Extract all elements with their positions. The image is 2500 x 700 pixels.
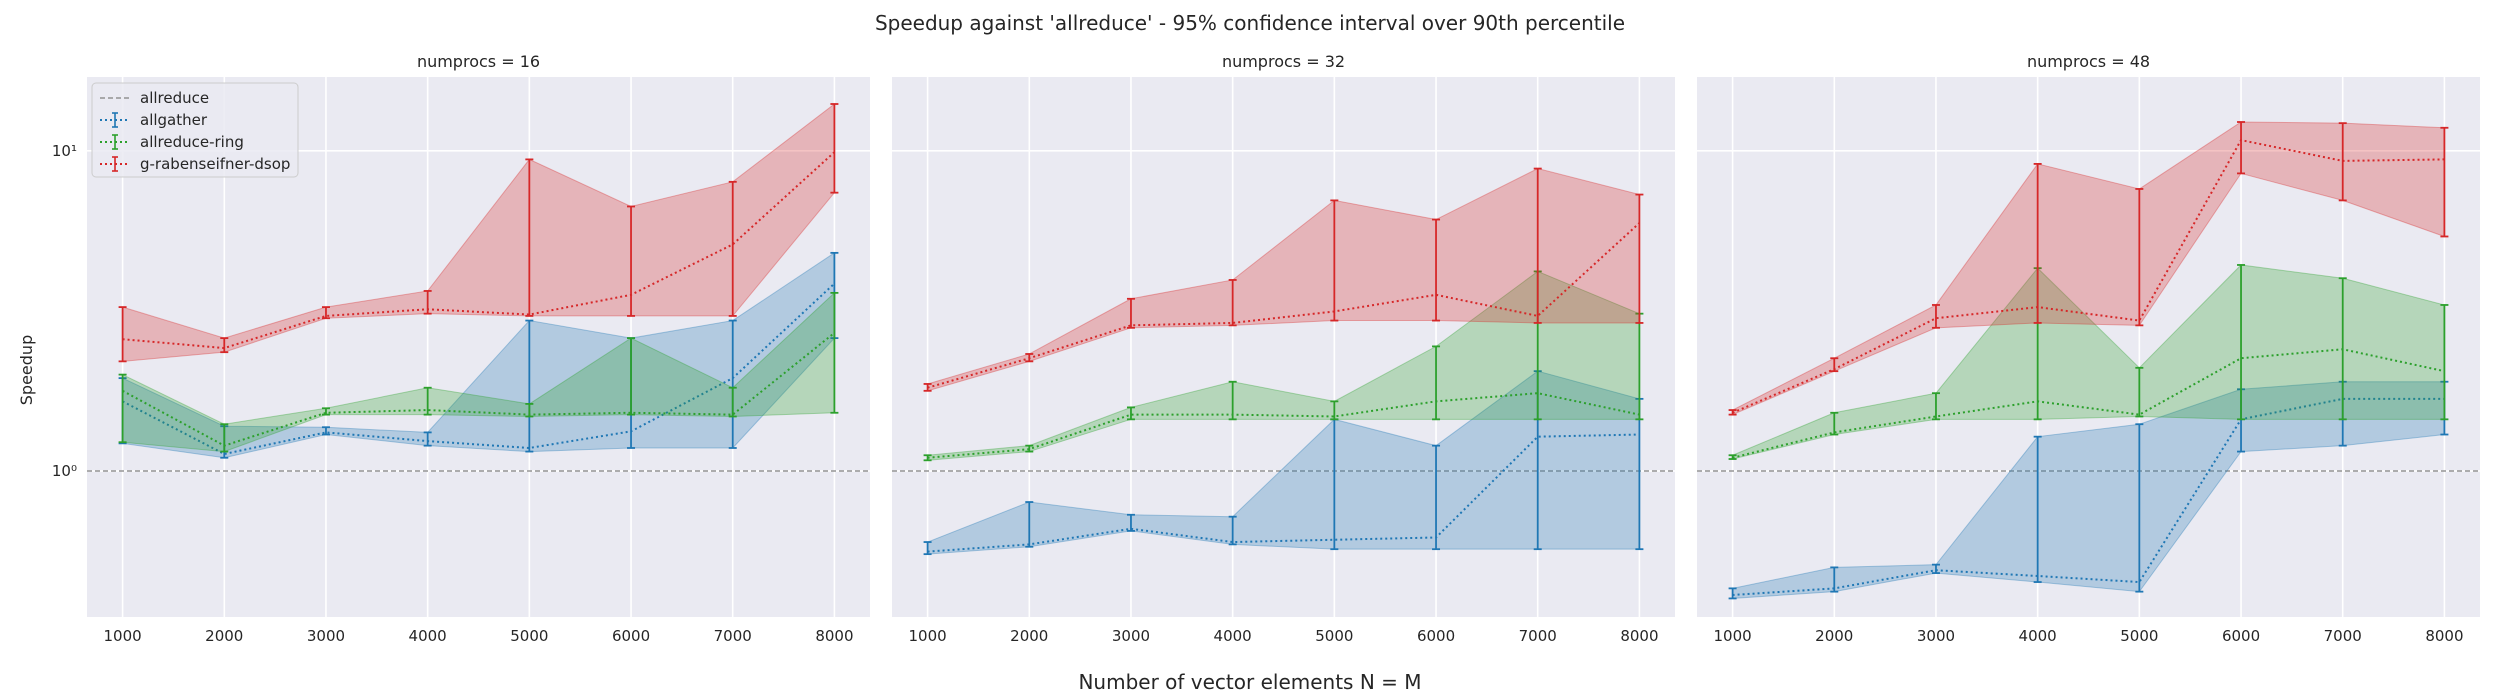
x-tick-label: 7000 xyxy=(1519,627,1557,645)
x-tick-label: 4000 xyxy=(409,627,447,645)
legend-label: allreduce-ring xyxy=(140,133,244,151)
legend-label: g-rabenseifner-dsop xyxy=(140,155,290,173)
legend-label: allgather xyxy=(140,111,208,129)
x-tick-label: 6000 xyxy=(612,627,650,645)
series-g-rabenseifner-dsop xyxy=(1728,121,2449,416)
median-line xyxy=(927,433,1640,553)
x-tick-label: 6000 xyxy=(2222,627,2260,645)
figure-title: Speedup against 'allreduce' - 95% confid… xyxy=(875,11,1625,35)
x-tick-label: 7000 xyxy=(2324,627,2362,645)
legend: allreduce allgather allreduce-ring g-rabens… xyxy=(91,82,299,178)
x-tick-label: 8000 xyxy=(815,627,853,645)
x-tick-label: 1000 xyxy=(908,627,946,645)
panel-title: numprocs = 16 xyxy=(417,52,540,71)
panel-title: numprocs = 48 xyxy=(2027,52,2150,71)
y-axis-label: Speedup xyxy=(17,335,36,405)
x-tick-label: 2000 xyxy=(1010,627,1048,645)
x-tick-label: 4000 xyxy=(1214,627,1252,645)
median-line xyxy=(1732,348,2445,459)
y-tick-label: 10⁰ xyxy=(52,462,77,480)
series-g-rabenseifner-dsop xyxy=(118,102,839,363)
x-tick-label: 7000 xyxy=(714,627,752,645)
legend-label: allreduce xyxy=(140,89,209,107)
y-tick-label: 10¹ xyxy=(52,142,77,160)
median-line xyxy=(122,282,836,456)
x-tick-label: 1000 xyxy=(1713,627,1751,645)
x-tick-label: 5000 xyxy=(2120,627,2158,645)
x-tick-label: 3000 xyxy=(307,627,345,645)
median-line xyxy=(927,392,1640,459)
x-tick-label: 1000 xyxy=(103,627,141,645)
x-tick-label: 8000 xyxy=(1620,627,1658,645)
x-tick-label: 8000 xyxy=(2425,627,2463,645)
panel-2: 1000 2000 3000 4000 5000 6000 7000 8000 numprocs… xyxy=(892,52,1675,645)
x-tick-label: 2000 xyxy=(1815,627,1853,645)
median-line xyxy=(927,222,1641,389)
x-tick-label: 3000 xyxy=(1917,627,1955,645)
plot-area xyxy=(1697,77,2480,617)
plot-area xyxy=(892,77,1675,617)
legend-box xyxy=(91,82,299,178)
x-tick-label: 4000 xyxy=(2019,627,2057,645)
panel-1: 1000 2000 3000 4000 5000 6000 7000 8000 10⁰ 10¹ nu… xyxy=(52,52,870,645)
panel-3: 1000 2000 3000 4000 5000 6000 7000 8000 numprocs… xyxy=(1697,52,2480,645)
x-tick-label: 2000 xyxy=(205,627,243,645)
median-line xyxy=(122,151,836,350)
x-tick-label: 3000 xyxy=(1112,627,1150,645)
series-g-rabenseifner-dsop xyxy=(923,167,1644,392)
x-tick-label: 5000 xyxy=(510,627,548,645)
x-tick-label: 6000 xyxy=(1417,627,1455,645)
x-tick-label: 5000 xyxy=(1315,627,1353,645)
x-axis-label: Number of vector elements N = M xyxy=(1078,670,1421,694)
chart-panels: 1000 2000 3000 4000 5000 6000 7000 8000 10⁰ 10¹ nu… xyxy=(52,52,2480,645)
series-allreduce-ring xyxy=(118,291,839,453)
panel-title: numprocs = 32 xyxy=(1222,52,1345,71)
median-line xyxy=(122,332,836,447)
